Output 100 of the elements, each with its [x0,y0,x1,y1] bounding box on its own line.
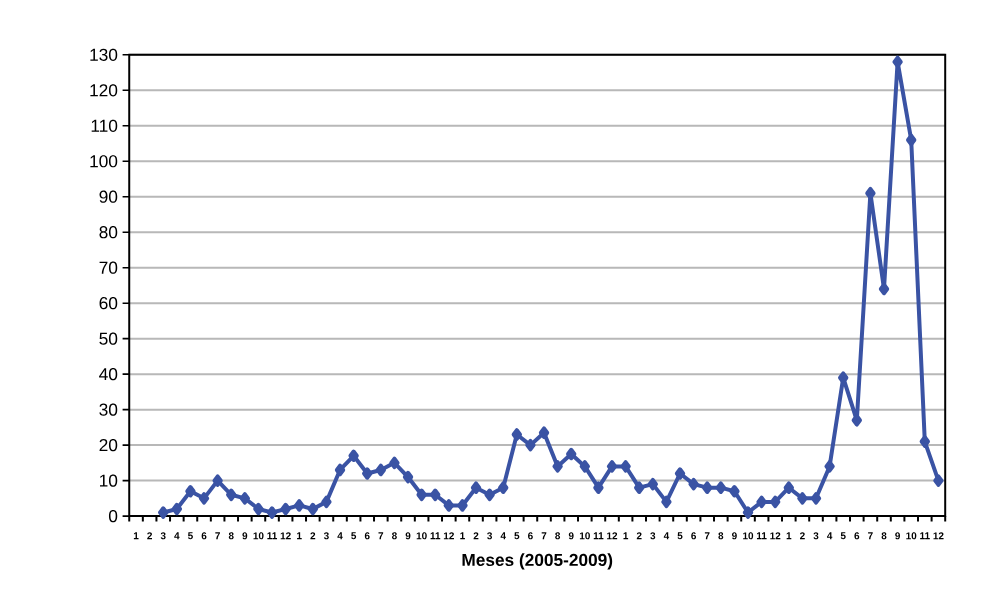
x-tick-label: 11 [593,532,604,540]
point [470,481,482,495]
point [457,499,468,512]
x-tick-label: 11 [430,532,441,540]
point [797,492,808,505]
x-tick-label: 3 [160,532,166,540]
x-tick-label: 8 [718,532,724,540]
point [484,488,495,502]
x-tick-label: 5 [840,532,846,540]
point [579,460,591,473]
x-tick-label: 4 [826,532,833,540]
x-tick-label: 12 [607,532,618,540]
x-tick-label: 8 [228,532,234,540]
x-tick-label: 4 [663,532,670,540]
x-tick-label: 1 [297,532,302,540]
y-tick-label: 100 [90,155,118,168]
y-tick-label: 90 [99,190,118,203]
x-tick-label: 12 [443,532,454,540]
point [933,474,944,487]
x-axis-title: Meses (2005-2009) [462,553,613,570]
x-tick-label: 2 [147,532,153,540]
point [892,55,903,69]
point [402,470,414,484]
x-tick-label: 3 [650,532,656,540]
point [851,414,862,427]
point [294,499,305,512]
x-tick-label: 10 [253,532,264,540]
point [552,460,563,473]
point [647,478,658,491]
point [756,495,767,509]
x-tick-label: 6 [854,532,860,540]
x-tick-label: 9 [895,532,900,540]
y-tick-label: 40 [99,368,118,381]
point [212,474,223,487]
x-tick-label: 1 [460,532,465,540]
point [838,371,849,385]
y-tick-label: 70 [99,261,118,274]
y-tick-label: 80 [99,226,118,239]
x-tick-label: 7 [541,532,547,540]
x-tick-label: 9 [242,532,248,540]
x-tick-label: 4 [174,532,180,540]
x-tick-label: 1 [133,532,139,540]
x-tick-label: 2 [636,532,642,540]
x-tick-label: 10 [416,532,427,540]
y-tick-label: 130 [90,48,118,62]
point [688,478,699,491]
point [865,187,876,200]
point [783,481,794,495]
x-tick-label: 6 [528,532,533,540]
x-tick-label: 6 [201,532,207,540]
point [362,467,373,480]
y-tick-label: 110 [91,119,118,132]
point [525,438,536,452]
point [538,426,550,440]
point [226,488,237,502]
x-tick-label: 10 [906,532,917,540]
point [239,492,251,505]
point [919,435,930,448]
x-tick-label: 12 [933,532,944,540]
point [702,481,713,495]
x-tick-label: 5 [677,532,683,540]
point [498,481,509,495]
y-tick-label: 120 [90,84,118,97]
point [443,499,455,512]
x-tick-label: 5 [187,532,193,540]
point [770,495,781,509]
y-tick-label: 30 [99,403,118,416]
point [334,463,346,477]
x-tick-label: 11 [756,532,767,540]
point [824,460,835,473]
point [661,495,672,509]
point [620,460,631,473]
x-tick-label: 3 [487,532,493,540]
x-tick-label: 4 [337,532,343,540]
x-tick-label: 2 [473,532,479,540]
point [511,428,523,441]
x-tick-label: 8 [881,532,887,540]
x-tick-label: 1 [786,532,792,540]
x-tick-label: 10 [579,532,590,540]
y-tick-label: 20 [99,439,118,452]
point [348,449,359,463]
point [321,495,332,509]
x-tick-label: 3 [813,532,819,540]
point [185,485,196,498]
x-tick-label: 7 [868,532,873,540]
point [389,456,400,470]
x-tick-label: 1 [623,532,629,540]
x-tick-label: 5 [351,532,357,540]
x-tick-label: 10 [743,532,754,540]
point [674,467,686,480]
y-tick-label: 10 [100,474,118,487]
x-tick-label: 9 [568,532,574,540]
point [416,488,427,502]
x-tick-label: 2 [799,532,805,540]
x-tick-label: 6 [364,532,370,540]
x-tick-label: 2 [310,532,316,540]
point [878,282,890,296]
point [606,460,618,473]
point [171,502,183,516]
point [729,485,740,498]
